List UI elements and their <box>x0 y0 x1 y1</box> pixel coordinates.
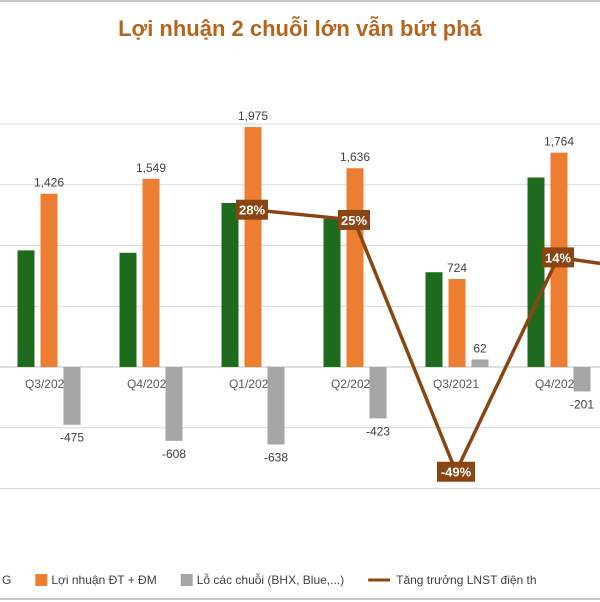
legend-label: G <box>2 573 11 587</box>
x-tick-label: Q1/2021 <box>229 377 275 391</box>
x-tick-label: Q3/2020 <box>25 377 71 391</box>
x-tick-label: Q4/2020 <box>127 377 173 391</box>
x-tick-label: Q4/2021 <box>535 377 581 391</box>
legend-label: Lỗ các chuỗi (BHX, Blue,...) <box>197 572 344 587</box>
bar <box>221 202 239 367</box>
data-label: -608 <box>162 447 186 461</box>
bar <box>448 279 466 367</box>
bar <box>244 127 262 367</box>
bar <box>573 367 591 392</box>
growth-marker <box>236 199 268 220</box>
growth-marker <box>437 461 475 482</box>
growth-label: 25% <box>341 213 367 228</box>
data-label: 1,764 <box>544 135 574 149</box>
bar <box>527 177 545 367</box>
bar <box>471 359 489 367</box>
data-label: -201 <box>570 397 594 411</box>
data-label: 1,975 <box>238 109 268 123</box>
x-tick-label: Q3/2021 <box>433 377 479 391</box>
bar <box>119 252 137 367</box>
bar <box>40 193 58 367</box>
bar <box>17 250 35 367</box>
x-tick-label: Q2/2021 <box>331 377 377 391</box>
chart-title: Lợi nhuận 2 chuỗi lớn vẫn bứt phá <box>118 16 482 41</box>
growth-label: -49% <box>441 465 472 480</box>
bar <box>165 367 183 441</box>
data-label: 1,426 <box>34 176 64 190</box>
data-label: 1,549 <box>136 161 166 175</box>
bar <box>369 367 387 419</box>
bar <box>346 168 364 367</box>
growth-marker <box>542 247 574 268</box>
bar <box>425 272 443 367</box>
data-label: -475 <box>60 431 84 445</box>
data-label: 1,636 <box>340 150 370 164</box>
data-label: -638 <box>264 451 288 465</box>
data-label: -423 <box>366 424 390 438</box>
data-label: 62 <box>473 341 487 355</box>
data-label: 724 <box>447 261 467 275</box>
growth-marker <box>338 209 370 230</box>
legend-label: Tăng trưởng LNST điện th <box>396 573 536 587</box>
bar <box>142 178 160 367</box>
bar <box>63 367 81 425</box>
growth-label: 14% <box>545 250 571 265</box>
legend-swatch <box>180 574 193 586</box>
bar <box>323 218 341 367</box>
bar <box>267 367 285 445</box>
legend-label: Lợi nhuận ĐT + ĐM <box>51 573 156 587</box>
growth-label: 28% <box>239 203 265 218</box>
legend-swatch <box>35 574 48 586</box>
